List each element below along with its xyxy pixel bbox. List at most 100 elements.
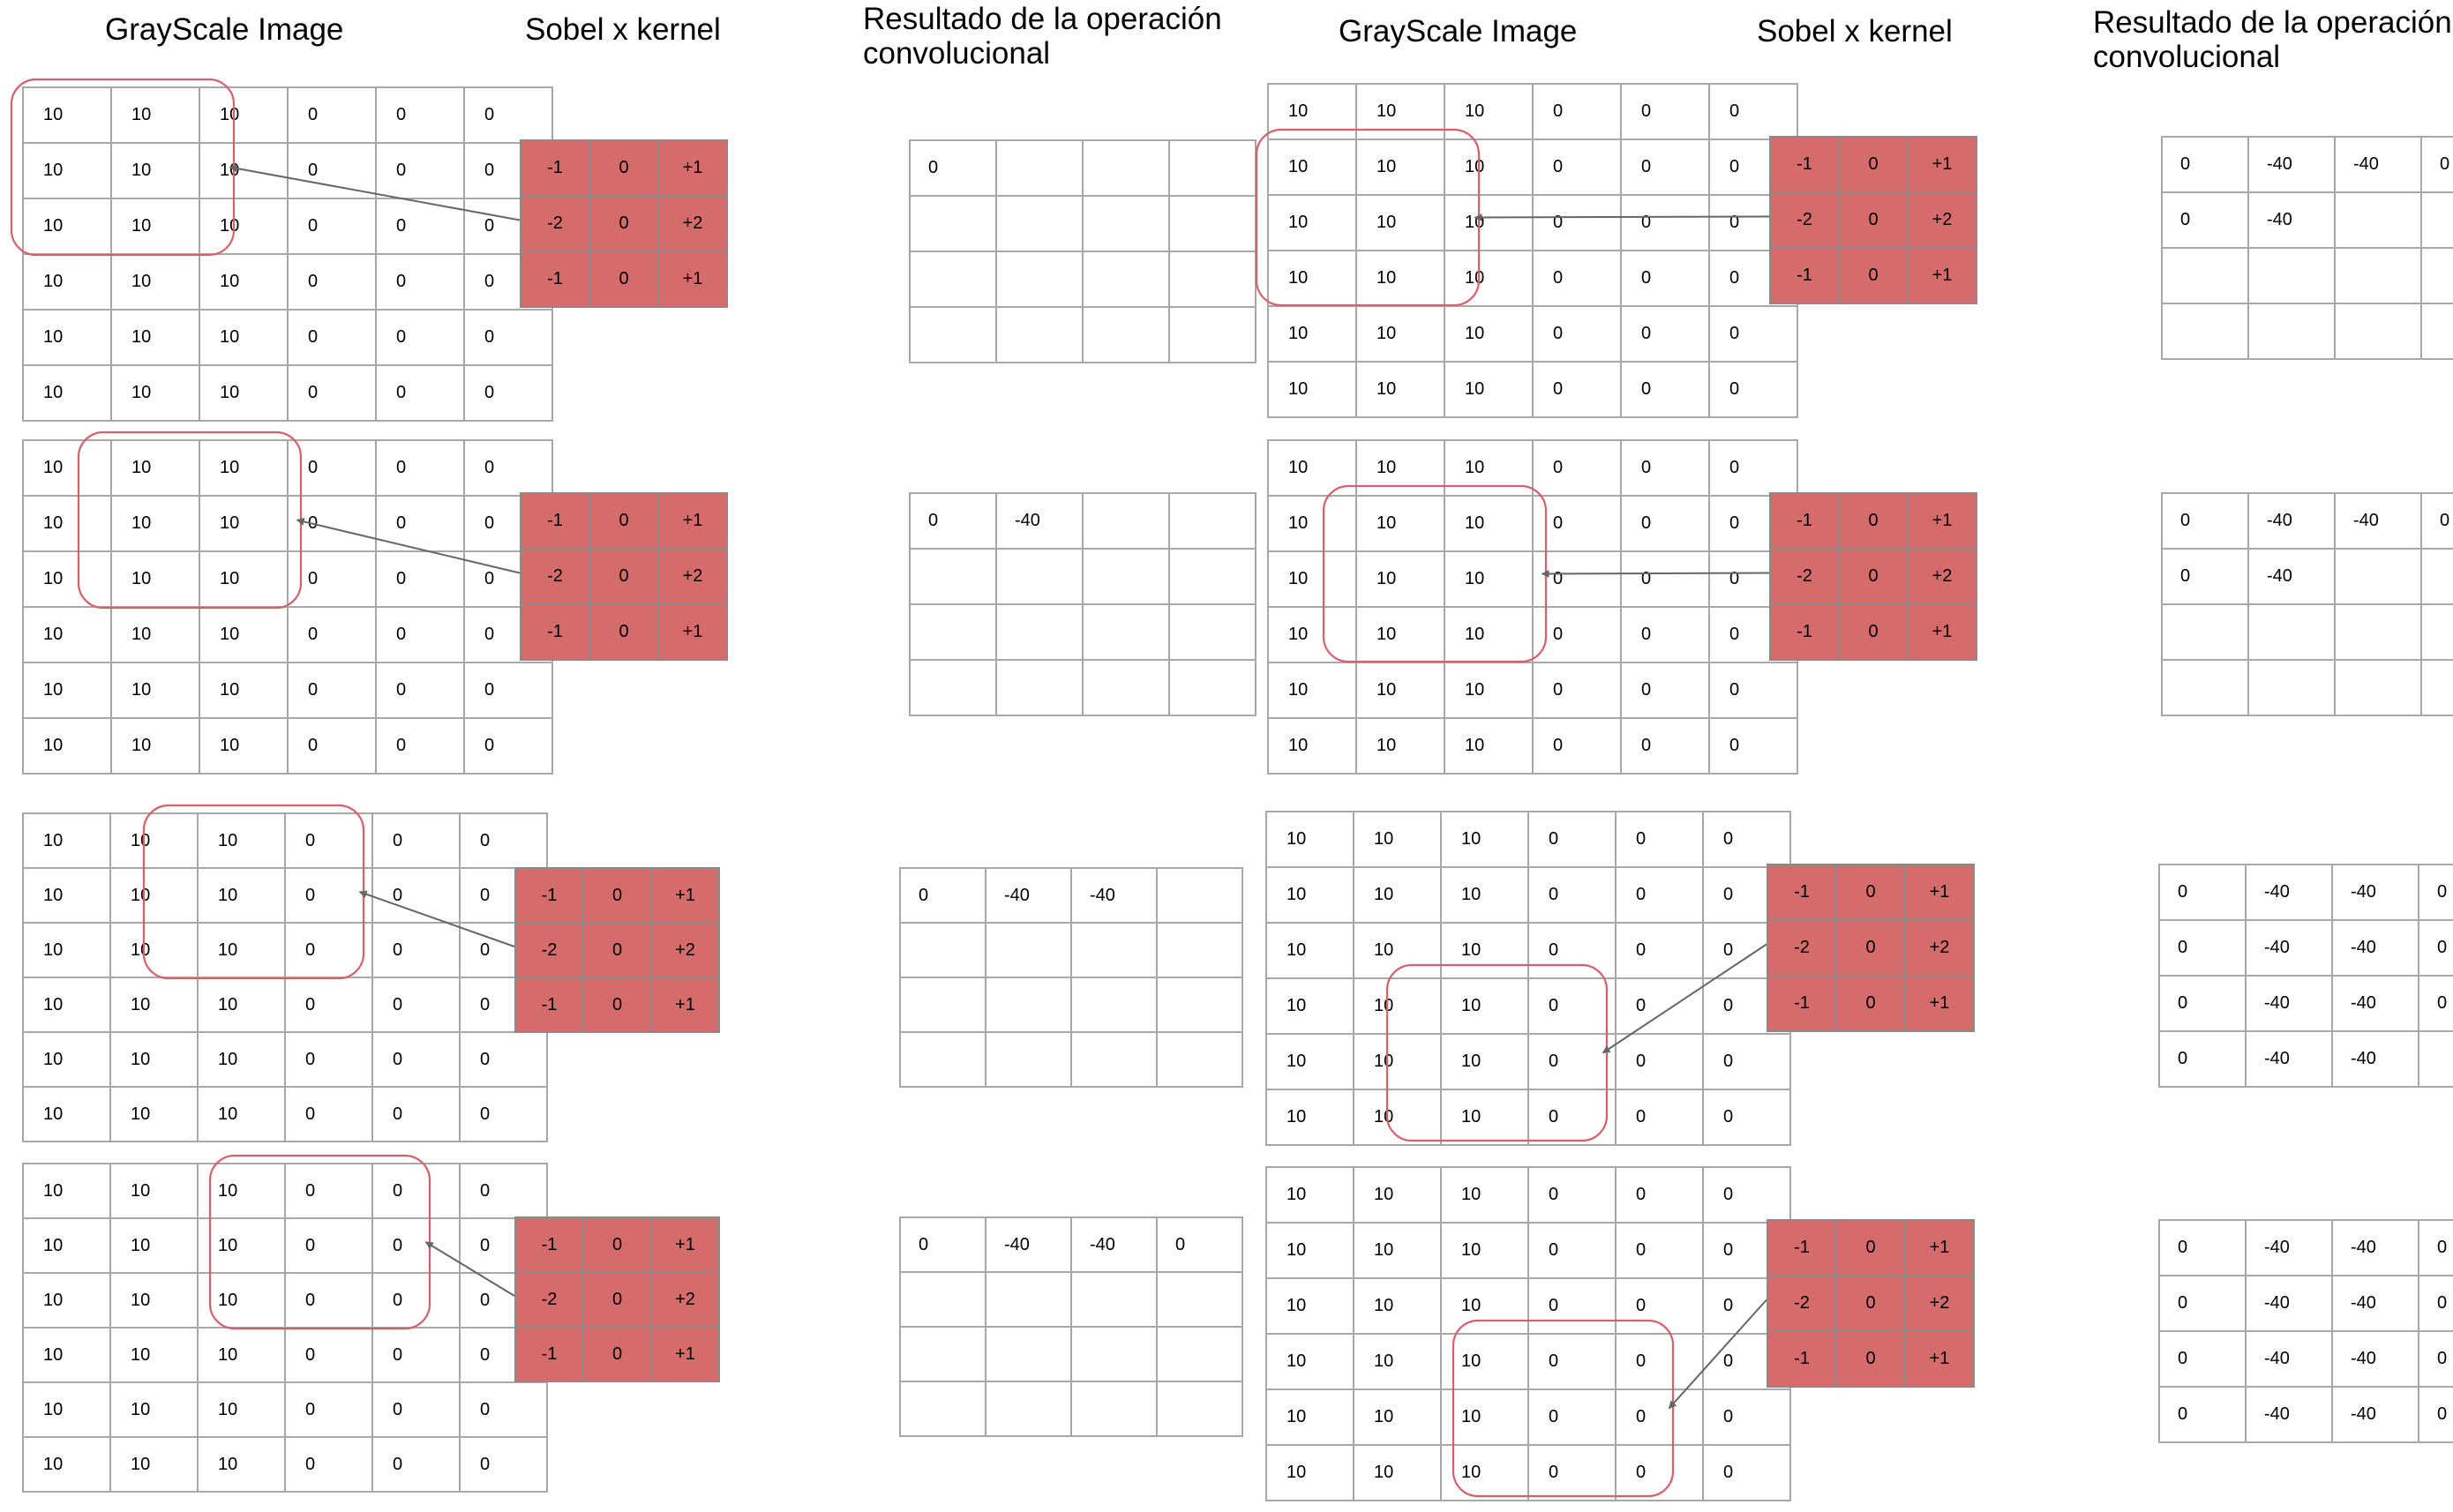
image-grid-step-2-cell: 0: [287, 606, 377, 663]
result-grid-step-2-cell: 0: [909, 492, 997, 550]
image-grid-step-1-cell: 10: [22, 198, 112, 255]
image-grid-step-3-cell: 10: [109, 977, 199, 1033]
image-grid-step-6-row: 10 10 10 0 0 0: [1267, 439, 1798, 497]
image-grid-step-7-cell: 0: [1615, 866, 1704, 924]
result-grid-step-3-cell: [1070, 1031, 1158, 1088]
image-grid-step-6-row: 10 10 10 0 0 0: [1267, 550, 1798, 608]
result-grid-step-7: 0 -40 -40 0 0 -40 -40 0 0 -40 -40 0 0 -40 -40: [2158, 864, 2453, 1088]
image-grid-step-2-cell: 10: [22, 550, 112, 608]
kernel-grid-step-1-cell: 0: [589, 251, 659, 308]
kernel-grid-step-1-cell: -1: [520, 139, 590, 197]
image-grid-step-3-row: 10 10 10 0 0 0: [22, 977, 548, 1033]
result-grid-step-7-row: 0 -40 -40 0: [2158, 975, 2453, 1032]
image-grid-step-8-row: 10 10 10 0 0 0: [1265, 1166, 1791, 1224]
result-grid-step-5-cell: [2334, 247, 2422, 304]
image-grid-step-8-cell: 10: [1265, 1444, 1354, 1501]
image-grid-step-5-cell: 10: [1444, 305, 1534, 363]
image-grid-step-7-cell: 10: [1440, 1033, 1529, 1090]
image-grid-step-3-cell: 10: [197, 1031, 286, 1088]
header-kernel-left: Sobel x kernel: [525, 12, 721, 47]
image-grid-step-1-cell: 10: [22, 86, 112, 144]
kernel-grid-step-6-cell: 0: [1838, 603, 1909, 661]
kernel-grid-step-1-row: -1 0 +1: [520, 139, 728, 197]
image-grid-step-7-cell: 0: [1615, 1089, 1704, 1146]
image-grid-step-2-cell: 10: [22, 662, 112, 719]
result-grid-step-6-cell: -40: [2247, 548, 2336, 605]
kernel-grid-step-6-row: -1 0 +1: [1769, 603, 1977, 661]
kernel-grid-step-7-cell: -2: [1767, 919, 1837, 977]
result-grid-step-2-row: [909, 659, 1257, 716]
image-grid-step-8-cell: 0: [1527, 1333, 1617, 1390]
result-grid-step-5-cell: 0: [2420, 136, 2453, 193]
kernel-grid-step-2-cell: +1: [657, 603, 728, 661]
result-grid-step-2: 0 -40: [909, 492, 1257, 716]
kernel-grid-step-8-row: -1 0 +1: [1767, 1219, 1975, 1276]
result-grid-step-5-row: [2161, 303, 2453, 360]
image-grid-step-8-cell: 10: [1265, 1222, 1354, 1279]
result-grid-step-2-cell: -40: [995, 492, 1084, 550]
image-grid-step-4-cell: 0: [371, 1217, 461, 1274]
image-grid-step-1-cell: 10: [199, 86, 289, 144]
image-grid-step-6-cell: 10: [1267, 550, 1357, 608]
result-grid-step-8-cell: 0: [2418, 1330, 2453, 1388]
image-grid-step-1-cell: 0: [287, 198, 377, 255]
kernel-grid-step-2-row: -2 0 +2: [520, 548, 728, 605]
image-grid-step-8-cell: 10: [1265, 1333, 1354, 1390]
kernel-grid-step-8-row: -2 0 +2: [1767, 1275, 1975, 1332]
image-grid-step-7-cell: 10: [1353, 977, 1442, 1035]
image-grid-step-7-cell: 10: [1440, 1089, 1529, 1146]
result-grid-step-1-cell: [1168, 306, 1257, 363]
kernel-grid-step-1: -1 0 +1 -2 0 +2 -1 0 +1: [520, 139, 728, 308]
kernel-grid-step-1-cell: +1: [657, 139, 728, 197]
result-grid-step-5-cell: 0: [2161, 191, 2249, 249]
image-grid-step-3-cell: 0: [459, 1086, 548, 1142]
image-grid-step-2: 10 10 10 0 0 0 10 10 10 0 0 0 10 10 10 0 0 0 10 10 10 0 0 0 10 10…: [22, 439, 553, 775]
kernel-grid-step-8-cell: 0: [1835, 1219, 1906, 1276]
kernel-grid-step-2-cell: +1: [657, 492, 728, 550]
image-grid-step-3-cell: 10: [109, 867, 199, 924]
image-grid-step-2-cell: 0: [287, 717, 377, 775]
result-grid-step-6-cell: [2247, 659, 2336, 716]
image-grid-step-4-cell: 0: [371, 1327, 461, 1383]
image-grid-step-2-cell: 10: [199, 662, 289, 719]
result-grid-step-2-cell: [1168, 548, 1257, 605]
image-grid-step-8: 10 10 10 0 0 0 10 10 10 0 0 0 10 10 10 0 0 0 10 10 10 0 0 0 10 10…: [1265, 1166, 1791, 1501]
result-grid-step-7-row: 0 -40 -40: [2158, 1030, 2453, 1088]
image-grid-step-1-cell: 0: [375, 198, 465, 255]
kernel-grid-step-5-cell: +1: [1907, 247, 1977, 304]
image-grid-step-3-cell: 0: [371, 1086, 461, 1142]
image-grid-step-6-cell: 0: [1620, 717, 1710, 775]
image-grid-step-6-cell: 10: [1267, 495, 1357, 552]
kernel-grid-step-4-cell: +1: [650, 1326, 720, 1382]
image-grid-step-5-row: 10 10 10 0 0 0: [1267, 83, 1798, 140]
image-grid-step-5-cell: 0: [1708, 305, 1798, 363]
result-grid-step-6-cell: -40: [2334, 492, 2422, 550]
image-grid-step-7-cell: 0: [1527, 922, 1617, 979]
image-grid-step-5-cell: 10: [1355, 194, 1445, 251]
result-grid-step-4: 0 -40 -40 0: [899, 1216, 1243, 1437]
image-grid-step-1-cell: 0: [287, 253, 377, 311]
image-grid-step-5-cell: 10: [1444, 194, 1534, 251]
result-grid-step-2-row: 0 -40: [909, 492, 1257, 550]
kernel-grid-step-8-cell: -1: [1767, 1330, 1837, 1388]
image-grid-step-7-cell: 0: [1527, 977, 1617, 1035]
image-grid-step-3-cell: 10: [197, 977, 286, 1033]
result-grid-step-2-row: [909, 603, 1257, 661]
image-grid-step-7-cell: 0: [1527, 866, 1617, 924]
image-grid-step-7-cell: 10: [1353, 866, 1442, 924]
result-grid-step-4-row: [899, 1326, 1243, 1382]
result-grid-step-2-cell: [1082, 603, 1170, 661]
image-grid-step-6-cell: 0: [1708, 439, 1798, 497]
image-grid-step-3-cell: 0: [284, 1031, 373, 1088]
result-grid-step-1-cell: [995, 195, 1084, 252]
result-grid-step-5-row: [2161, 247, 2453, 304]
result-grid-step-7-row: 0 -40 -40 0: [2158, 919, 2453, 977]
image-grid-step-5-cell: 0: [1620, 305, 1710, 363]
result-grid-step-2-cell: [1168, 492, 1257, 550]
image-grid-step-1-cell: 0: [463, 364, 553, 422]
image-grid-step-4-cell: 10: [22, 1217, 111, 1274]
image-grid-step-8-cell: 10: [1440, 1166, 1529, 1224]
image-grid-step-4-cell: 0: [284, 1163, 373, 1219]
image-grid-step-7-cell: 10: [1440, 977, 1529, 1035]
result-grid-step-1: 0: [909, 139, 1257, 363]
